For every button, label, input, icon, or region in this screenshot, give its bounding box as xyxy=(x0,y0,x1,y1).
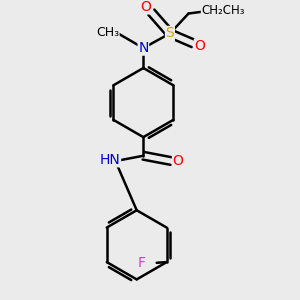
Text: F: F xyxy=(137,256,146,270)
Text: CH₃: CH₃ xyxy=(96,26,119,39)
Text: O: O xyxy=(141,0,152,14)
Text: N: N xyxy=(138,41,148,55)
Text: O: O xyxy=(194,39,205,53)
Text: S: S xyxy=(166,26,174,40)
Text: HN: HN xyxy=(100,153,121,167)
Text: CH₂CH₃: CH₂CH₃ xyxy=(201,4,245,17)
Text: O: O xyxy=(172,154,183,168)
